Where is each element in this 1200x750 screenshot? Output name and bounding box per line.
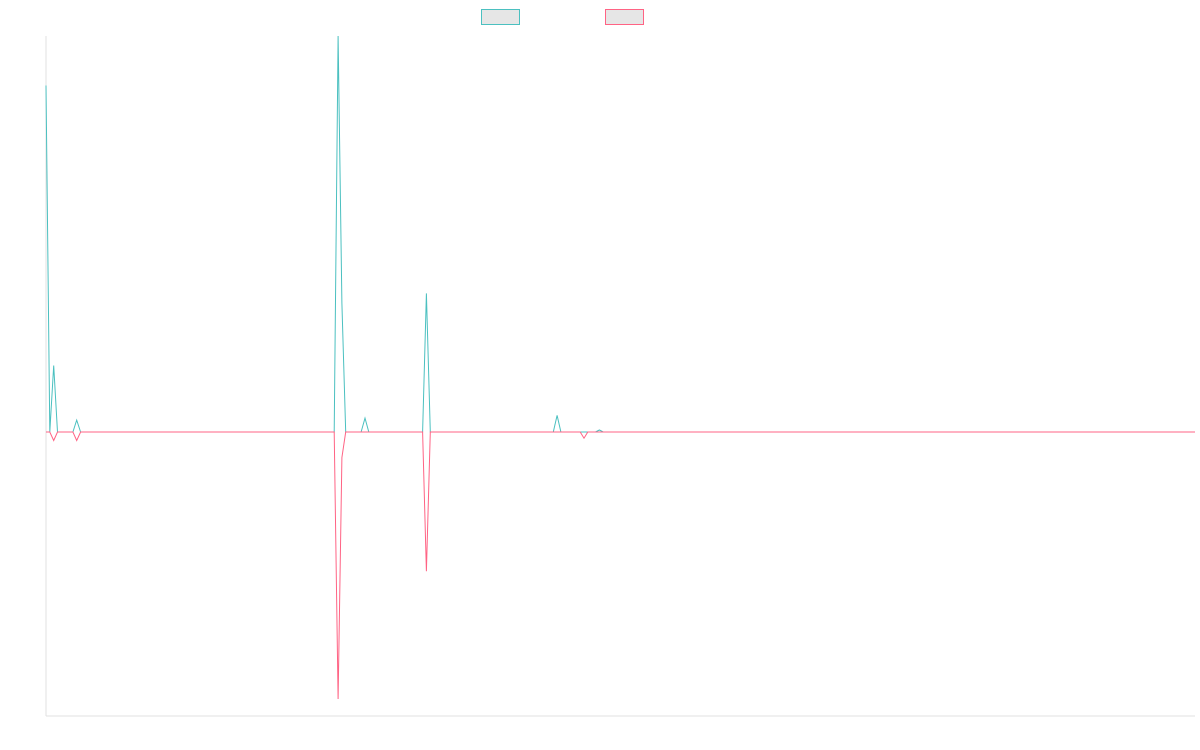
legend-swatch-series-2[interactable] bbox=[605, 9, 644, 25]
series-line-2 bbox=[46, 431, 1195, 700]
series-line-1 bbox=[45, 35, 1195, 433]
legend-swatch-series-1[interactable] bbox=[481, 9, 520, 25]
